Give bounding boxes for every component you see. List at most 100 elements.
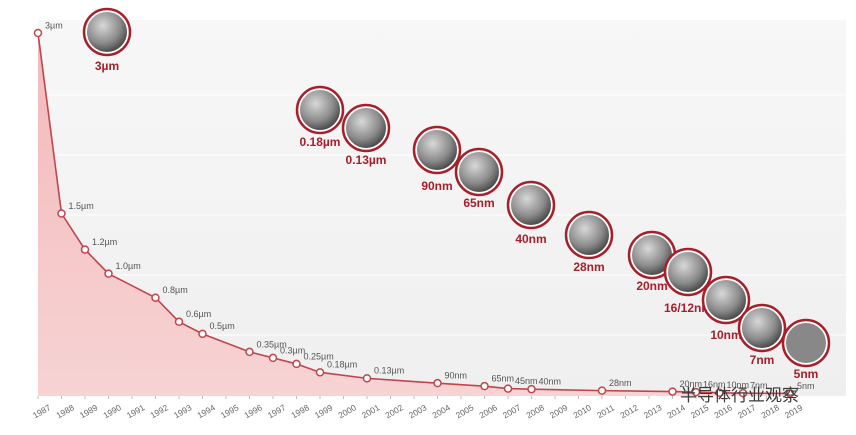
node-image <box>415 128 459 172</box>
point-label: 0.25µm <box>304 351 334 361</box>
x-tick-label: 2003 <box>407 402 429 420</box>
node-image <box>666 250 710 294</box>
x-tick-label: 2008 <box>524 402 546 420</box>
node-label: 0.13µm <box>346 153 387 167</box>
node-image <box>298 88 342 132</box>
x-tick-label: 2011 <box>595 402 616 420</box>
point-label: 0.18µm <box>327 360 357 370</box>
point-label: 0.3µm <box>280 345 305 355</box>
point <box>315 368 325 377</box>
node-label: 65nm <box>463 196 494 210</box>
node-label: 20nm <box>636 279 667 293</box>
point-label: 10nm <box>727 380 750 390</box>
node-ring <box>454 147 504 197</box>
point <box>57 209 66 218</box>
point <box>668 387 677 396</box>
point <box>691 387 701 397</box>
node-label: 5nm <box>794 367 819 381</box>
point <box>292 359 301 369</box>
node-label: 16/12nm <box>664 301 712 315</box>
x-tick-label: 1992 <box>148 402 170 420</box>
x-tick-label: 2013 <box>642 402 664 420</box>
point <box>151 293 160 302</box>
node-label: 7nm <box>750 353 775 367</box>
x-tick-label: 1988 <box>54 402 76 420</box>
point <box>480 381 489 391</box>
node-ring <box>737 303 787 353</box>
x-tick-label: 1995 <box>219 402 241 420</box>
x-tick-label: 1993 <box>172 402 194 420</box>
x-tick-label: 2006 <box>477 402 499 420</box>
point <box>715 388 724 398</box>
watermark: 半导体行业观察 <box>680 386 799 406</box>
node-ring <box>341 103 391 153</box>
point-label: 16nm <box>703 379 726 389</box>
x-tick-label: 1998 <box>289 402 311 420</box>
point <box>503 384 513 393</box>
node-label: 0.18µm <box>300 135 341 149</box>
node-ring <box>82 7 132 57</box>
point-label: 5nm <box>797 381 815 391</box>
point-label: 45nm <box>515 376 538 386</box>
point-label: 0.8µm <box>163 285 188 295</box>
point <box>198 329 207 339</box>
point-label: 65nm <box>492 374 515 384</box>
node-image <box>509 183 553 227</box>
node-ring <box>564 210 614 260</box>
x-tick-label: 2012 <box>618 402 640 420</box>
point <box>33 28 43 38</box>
x-tick-label: 2007 <box>501 402 523 420</box>
node-image <box>784 321 828 365</box>
point-label: 28nm <box>609 378 632 388</box>
point-label: 1.5µm <box>69 201 94 211</box>
x-tick-label: 1999 <box>313 402 335 420</box>
area <box>38 33 790 396</box>
x-tick-label: 1987 <box>31 402 53 420</box>
node-ring <box>701 275 751 325</box>
node-label: 3µm <box>95 59 119 73</box>
x-tick-label: 1997 <box>266 402 288 420</box>
point-label: 0.6µm <box>186 309 211 319</box>
line <box>37 32 791 395</box>
node-image <box>740 306 784 350</box>
node-label: 28nm <box>573 260 604 274</box>
x-tick-label: 1996 <box>242 402 264 420</box>
node-ring <box>412 125 462 175</box>
point-label: 40nm <box>539 377 562 387</box>
point-label: 90nm <box>445 371 468 381</box>
point <box>268 353 278 363</box>
point <box>245 347 254 357</box>
node-label: 10nm <box>710 328 741 342</box>
node-ring <box>781 318 831 368</box>
x-tick-label: 1991 <box>125 402 147 420</box>
point-label: 20nm <box>680 379 703 389</box>
point-label: 7nm <box>750 381 768 391</box>
node-ring <box>295 85 345 135</box>
point <box>597 386 607 395</box>
x-tick-label: 2009 <box>548 402 570 420</box>
node-image <box>567 213 611 257</box>
point-label: 0.13µm <box>374 366 404 376</box>
node-image <box>457 150 501 194</box>
point <box>527 384 536 394</box>
node-ring <box>506 180 556 230</box>
node-image <box>85 10 129 54</box>
x-tick-label: 2005 <box>454 402 476 420</box>
point-label: 0.5µm <box>210 321 235 331</box>
x-tick-label: 1990 <box>101 402 123 420</box>
point <box>433 378 442 388</box>
point-label: 3µm <box>45 20 63 30</box>
x-tick-label: 1994 <box>195 402 217 420</box>
point <box>738 388 748 398</box>
point <box>174 317 184 327</box>
node-label: 90nm <box>421 179 452 193</box>
x-tick-label: 2000 <box>336 402 358 420</box>
point-label: 1.0µm <box>116 261 141 271</box>
x-tick-label: 2001 <box>360 402 382 420</box>
point <box>104 269 113 278</box>
x-tick-label: 1989 <box>78 402 100 420</box>
point-label: 0.35µm <box>257 339 287 349</box>
node-ring <box>663 247 713 297</box>
x-tick-label: 2002 <box>383 402 405 420</box>
